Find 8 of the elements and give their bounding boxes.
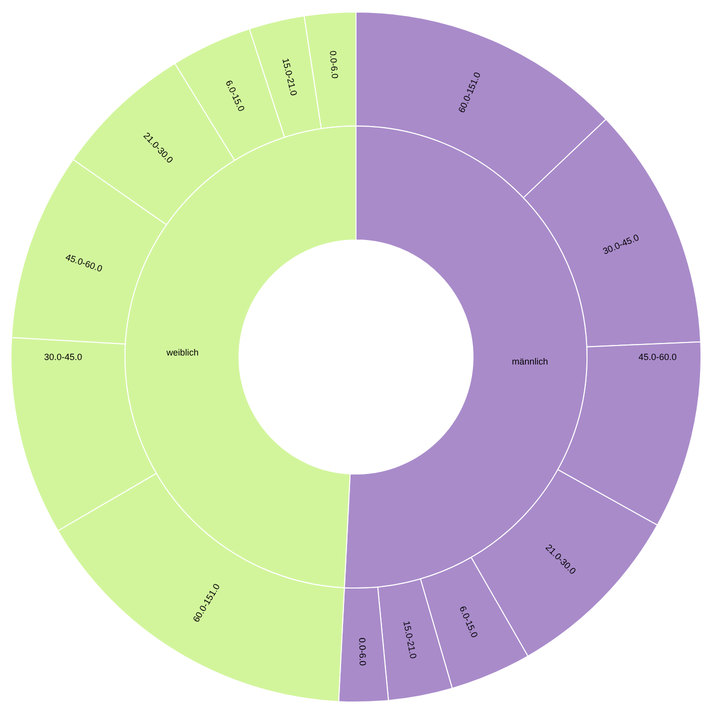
slice-label: weiblich: [166, 348, 199, 358]
slice-label: 30.0-45.0: [44, 352, 82, 362]
slice-label: 15.0-21.0: [280, 57, 299, 97]
slice-label: männlich: [512, 356, 548, 366]
slice-label: 45.0-60.0: [638, 352, 677, 362]
slice-label: 15.0-21.0: [401, 620, 418, 660]
slice-label: 0.0-6.0: [328, 50, 340, 79]
slice-label: 0.0-6.0: [357, 638, 368, 666]
